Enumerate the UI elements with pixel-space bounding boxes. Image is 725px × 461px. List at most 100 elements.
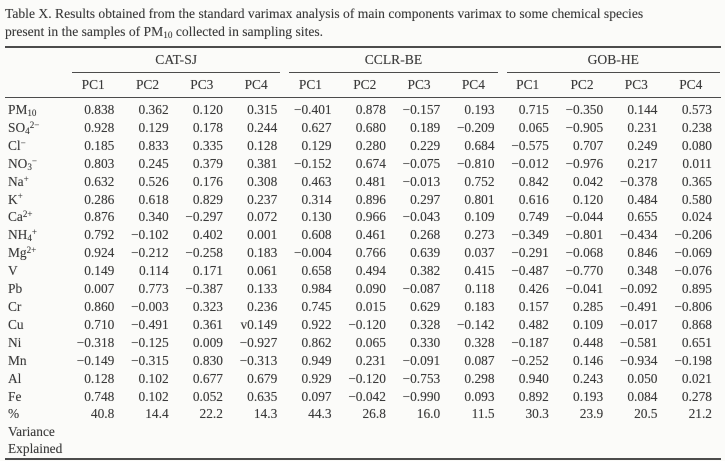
loading-value: 0.273 <box>464 227 495 243</box>
loading-value: 0.340 <box>138 209 169 225</box>
loading-value: 0.651 <box>681 334 712 350</box>
loading-value: 0.608 <box>301 227 332 243</box>
loading-value: 0.328 <box>464 334 495 350</box>
loading-value: 0.748 <box>84 388 115 404</box>
loading-value: 0.171 <box>192 263 223 279</box>
loading-value: 0.463 <box>301 173 332 189</box>
variance-value: 14.4 <box>145 406 169 422</box>
loading-value: 0.114 <box>139 263 169 279</box>
loading-value: 0.922 <box>301 316 332 332</box>
species-row: Mn −0.149 −0.315 0.830 −0.313 0.949 0.231 −0.09… <box>5 352 721 370</box>
loading-value: −0.810 <box>456 155 495 171</box>
loading-value: 0.482 <box>518 316 549 332</box>
loading-value: 0.084 <box>627 388 658 404</box>
pc-column-header: PC2 <box>123 73 178 98</box>
loading-value: −0.291 <box>511 245 549 261</box>
loading-value: −0.069 <box>674 245 712 261</box>
species-row: Ca2+ 0.876 0.340 −0.297 0.072 0.130 0.966 −0.04… <box>5 208 721 226</box>
loading-value: 0.382 <box>410 263 441 279</box>
loading-value: 0.766 <box>355 245 386 261</box>
loading-value: 0.361 <box>192 316 223 332</box>
species-label: Ni <box>8 334 22 350</box>
loading-value: 0.616 <box>518 191 549 207</box>
loading-value: 0.193 <box>573 388 604 404</box>
loading-value: 0.829 <box>192 191 223 207</box>
loading-value: 0.639 <box>410 245 441 261</box>
loading-value: 0.128 <box>84 370 115 386</box>
loading-value: 0.042 <box>573 173 604 189</box>
loading-value: −0.990 <box>402 388 441 404</box>
loading-value: 0.348 <box>627 263 658 279</box>
loading-value: 0.189 <box>410 119 441 135</box>
loading-value: 0.745 <box>301 298 332 314</box>
variance-value: 22.2 <box>199 406 223 422</box>
loading-value: −0.013 <box>402 173 441 189</box>
loading-value: 0.929 <box>301 370 332 386</box>
loading-value: 0.149 <box>84 263 115 279</box>
loading-value: 0.792 <box>84 227 115 243</box>
pc-column-header: PC1 <box>69 73 124 98</box>
pc-column-header: PC3 <box>612 73 667 98</box>
site-group-header-row: CAT-SJ CCLR-BE GOB-HE <box>5 47 721 73</box>
species-row: SO42− 0.928 0.129 0.178 0.244 0.627 0.680 0.189… <box>5 119 721 137</box>
loading-value: 0.285 <box>573 298 604 314</box>
loading-value: 0.627 <box>301 119 332 135</box>
loading-value: 0.710 <box>84 316 115 332</box>
variance-value: 26.8 <box>362 406 386 422</box>
loading-value: 0.379 <box>192 155 223 171</box>
loading-value: −0.152 <box>293 155 332 171</box>
loading-value: 0.846 <box>627 245 658 261</box>
loading-value: 0.178 <box>192 119 223 135</box>
loading-value: −0.068 <box>565 245 604 261</box>
species-label: NH4+ <box>8 227 38 244</box>
pc-column-header: PC3 <box>177 73 232 98</box>
site-group-label: CAT-SJ <box>155 52 198 67</box>
variance-value: 23.9 <box>579 406 604 422</box>
species-row: Cr 0.860 −0.003 0.323 0.236 0.745 0.015 0.629 0.… <box>5 298 721 316</box>
species-label: K+ <box>8 191 23 207</box>
loading-value: 0.862 <box>301 334 332 350</box>
loading-value: −0.927 <box>239 334 278 350</box>
variance-value: 14.3 <box>253 406 278 422</box>
variance-value: 16.0 <box>416 406 441 422</box>
loading-value: 0.065 <box>518 119 549 135</box>
loading-value: 0.130 <box>301 209 332 225</box>
loading-value: 0.484 <box>627 191 658 207</box>
site-group-label: CCLR-BE <box>364 52 423 67</box>
species-row: Mg2+ 0.924 −0.212 −0.258 0.183 −0.004 0.766 0.6… <box>5 244 721 262</box>
site-group-cat-sj: CAT-SJ <box>69 47 286 73</box>
table-body: PM10 0.838 0.362 0.120 0.315 −0.401 0.878 −0.15… <box>5 98 721 459</box>
loading-value: 0.715 <box>518 102 549 117</box>
loading-value: −0.575 <box>511 137 549 153</box>
loading-value: 0.684 <box>464 137 495 153</box>
loading-value: 0.236 <box>247 298 278 314</box>
species-row: NO3− 0.803 0.245 0.379 0.381 −0.152 0.674 −0.07… <box>5 155 721 173</box>
loading-value: 0.658 <box>301 263 332 279</box>
loading-value: 0.314 <box>301 191 332 207</box>
loading-value: 0.120 <box>192 102 223 117</box>
loading-value: −0.041 <box>565 281 604 297</box>
paper-page: Table X. Results obtained from the stand… <box>0 5 725 461</box>
loading-value: −0.491 <box>130 316 169 332</box>
loading-value: 0.185 <box>84 137 115 153</box>
loading-value: 0.037 <box>464 245 495 261</box>
loading-value: 0.381 <box>247 155 278 171</box>
loading-value: 0.580 <box>681 191 712 207</box>
loading-value: 0.362 <box>138 102 169 117</box>
species-label: Cl− <box>8 137 26 153</box>
species-label: Na+ <box>8 173 29 189</box>
variance-value: 40.8 <box>90 406 115 422</box>
pc-column-header: PC2 <box>557 73 613 98</box>
site-group-cclr-be: CCLR-BE <box>286 47 503 73</box>
loading-value: −0.092 <box>619 281 658 297</box>
loading-value: −0.157 <box>402 102 441 117</box>
loading-value: −0.187 <box>511 334 549 350</box>
species-row: NH4+ 0.792 −0.102 0.402 0.001 0.608 0.461 0.268… <box>5 226 721 244</box>
species-row: Na+ 0.632 0.526 0.176 0.308 0.463 0.481 −0.013 0… <box>5 173 721 191</box>
pc-column-header: PC4 <box>666 73 721 98</box>
loading-value: 0.833 <box>138 137 169 153</box>
loading-value: 0.928 <box>84 119 115 135</box>
loading-value: 0.966 <box>355 209 386 225</box>
loading-value: 0.526 <box>138 173 169 189</box>
loading-value: 0.297 <box>410 191 441 207</box>
